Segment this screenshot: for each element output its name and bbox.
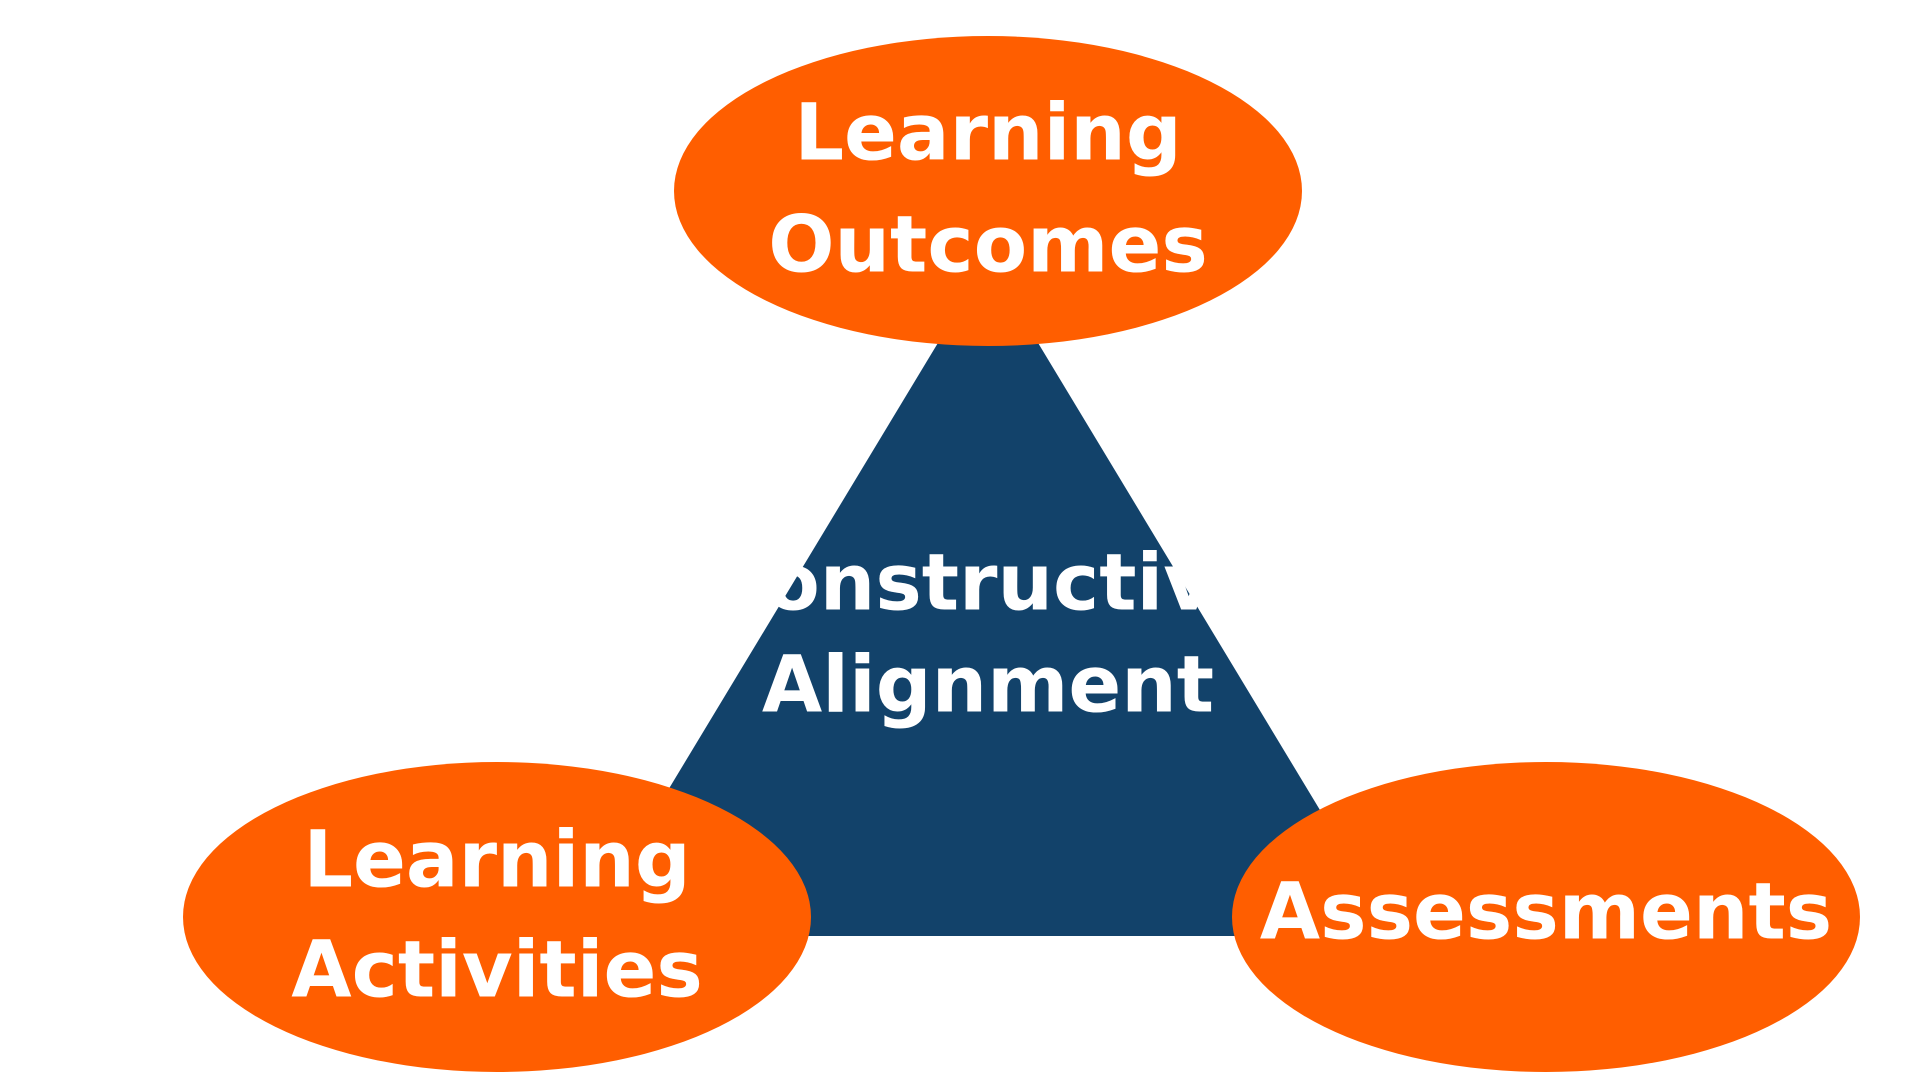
learning-outcomes-node — [674, 36, 1302, 346]
learning-outcomes-label-line2: Outcomes — [768, 200, 1208, 290]
learning-activities-node — [183, 762, 811, 1072]
alignment-triangle — [580, 260, 1396, 936]
learning-outcomes-label-line1: Learning — [794, 88, 1181, 178]
assessments-label: Assessments — [1260, 867, 1832, 957]
center-label-line1: Constructive — [709, 538, 1267, 628]
learning-activities-label-line2: Activities — [291, 925, 703, 1015]
assessments-node — [1232, 762, 1860, 1072]
center-label-line2: Alignment — [762, 640, 1214, 730]
learning-activities-label-line1: Learning — [303, 815, 690, 905]
